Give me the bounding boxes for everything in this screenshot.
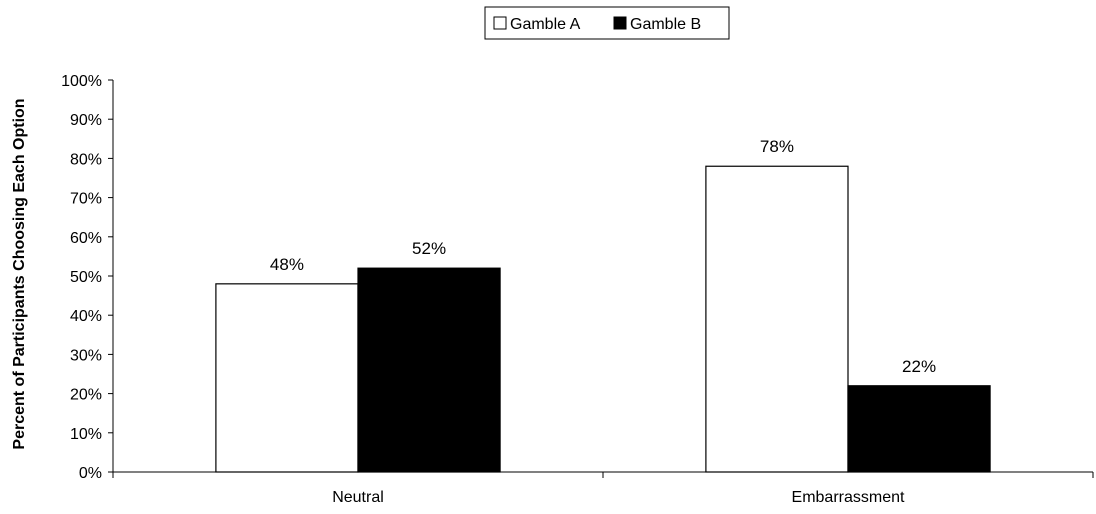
y-tick-label: 30%: [70, 347, 102, 364]
y-tick-label: 100%: [61, 73, 102, 90]
y-tick-label: 70%: [70, 191, 102, 208]
x-category-label: Neutral: [332, 489, 384, 506]
legend-label-gamble-a: Gamble A: [510, 16, 581, 33]
x-category-label: Embarrassment: [792, 489, 905, 506]
y-tick-label: 60%: [70, 230, 102, 247]
y-tick-label: 0%: [79, 465, 102, 482]
bars: 48% 52% 78% 22%: [215, 137, 991, 473]
bar: [847, 385, 991, 473]
legend: Gamble A Gamble B: [484, 6, 730, 40]
legend-swatch-gamble-a: [493, 16, 507, 30]
bar: [705, 165, 849, 473]
y-axis-title: Percent of Participants Choosing Each Op…: [11, 98, 28, 449]
y-tick-label: 50%: [70, 269, 102, 286]
y-tick-label: 20%: [70, 387, 102, 404]
x-axis: Neutral Embarrassment: [112, 471, 1094, 506]
y-tick-label: 90%: [70, 112, 102, 129]
bar: [215, 283, 359, 473]
legend-swatch-gamble-b: [613, 16, 627, 30]
y-axis-ticks: 0% 10% 20% 30% 40% 50% 60% 70% 80% 90% 100%: [61, 73, 114, 482]
data-label: 48%: [270, 255, 304, 274]
data-label: 22%: [902, 357, 936, 376]
y-tick-label: 80%: [70, 151, 102, 168]
data-label: 78%: [760, 137, 794, 156]
legend-box: [484, 6, 730, 40]
y-tick-label: 40%: [70, 308, 102, 325]
legend-label-gamble-b: Gamble B: [630, 16, 701, 33]
data-label: 52%: [412, 239, 446, 258]
bar: [357, 267, 501, 473]
y-tick-label: 10%: [70, 426, 102, 443]
